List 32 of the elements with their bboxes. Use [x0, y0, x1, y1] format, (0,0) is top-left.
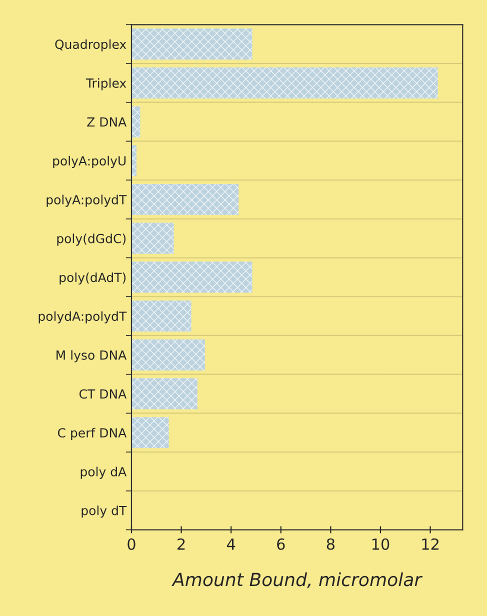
y-tick-label: polydA:polydT [38, 311, 127, 324]
y-tick-label: poly dT [82, 506, 127, 518]
x-tick-label: 2 [178, 538, 185, 550]
x-tick-label: 8 [326, 538, 334, 550]
y-tick-label: polyA:polydT [46, 194, 127, 207]
y-tick-label: M lyso DNA [56, 350, 127, 362]
y-tick-label: C perf DNA [58, 428, 127, 440]
bar [131, 28, 252, 60]
y-tick-label: poly(dAdT) [60, 272, 126, 285]
bar [131, 222, 174, 254]
bar [131, 106, 140, 138]
bar [131, 184, 239, 216]
bar [131, 300, 192, 332]
y-tick-label: CT DNA [79, 389, 127, 399]
x-tick-label: 0 [128, 538, 136, 550]
y-tick-label: poly(dGdC) [57, 234, 126, 246]
bar [131, 262, 252, 293]
x-tick-label: 4 [226, 538, 236, 550]
y-tick-label: Triplex [86, 78, 126, 90]
x-tick-label: 12 [422, 538, 438, 550]
x-tick-label: 10 [372, 538, 390, 550]
bar [131, 145, 136, 176]
bar [131, 378, 198, 410]
bar [131, 417, 169, 448]
y-tick-label: Quadroplex [55, 39, 126, 52]
y-tick-label: Z DNA [87, 117, 127, 127]
x-axis-title: Amount Bound, micromolar [172, 572, 423, 588]
x-tick-label: 6 [277, 538, 285, 550]
bar [131, 67, 438, 98]
bar [131, 339, 205, 370]
y-tick-label: poly dA [80, 466, 127, 479]
y-tick-label: polyA:polyU [53, 156, 126, 168]
